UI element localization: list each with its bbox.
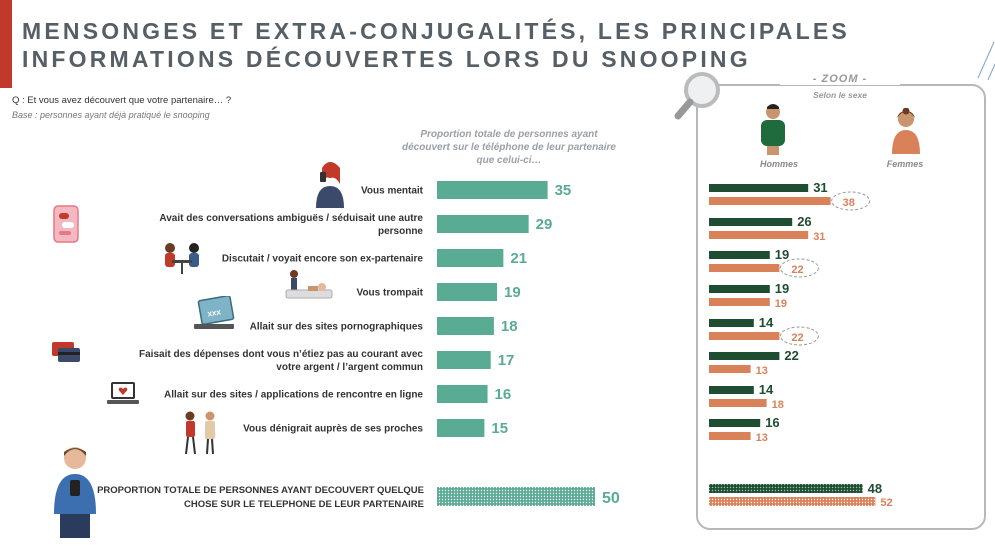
woman-phone-icon xyxy=(316,162,344,208)
men-total-value: 48 xyxy=(868,481,882,496)
total-label: PROPORTION TOTALE DE PERSONNES AYANT DEC… xyxy=(97,485,424,510)
category-label-6: Faisait des dépenses dont vous n’étiez p… xyxy=(139,349,423,373)
laptop-xxx-icon: xxx xyxy=(194,296,235,329)
title-line-2: INFORMATIONS DÉCOUVERTES LORS DU SNOOPIN… xyxy=(22,46,751,72)
highlight-circle-3 xyxy=(779,258,819,278)
men-bar-5 xyxy=(709,319,754,327)
men-value-4: 19 xyxy=(775,281,789,296)
bar-7 xyxy=(437,385,488,403)
women-total-value: 52 xyxy=(880,497,892,509)
phone-chat-icon xyxy=(53,205,79,243)
corner-line-2 xyxy=(987,63,995,81)
corner-line-1 xyxy=(977,41,995,79)
total-bar-value: 50 xyxy=(602,490,620,507)
women-bar-2 xyxy=(709,231,809,239)
bar-4 xyxy=(437,283,498,301)
men-bar-3 xyxy=(709,251,770,259)
gossip-couple-icon xyxy=(185,411,215,455)
women-bar-7 xyxy=(709,399,767,407)
zoom-label: - ZOOM - xyxy=(780,73,900,85)
bar-5 xyxy=(437,317,494,335)
women-bar-5 xyxy=(709,332,780,340)
men-label: Hommes xyxy=(759,159,798,169)
man-phone-icon xyxy=(54,447,96,538)
category-label-4: Vous trompait xyxy=(357,288,424,299)
women-value-5: 22 xyxy=(791,332,803,344)
women-value-4: 19 xyxy=(775,298,787,310)
men-value-1: 31 xyxy=(813,180,827,195)
bar-value-6: 17 xyxy=(498,352,515,369)
women-value-1: 38 xyxy=(843,197,855,209)
bar-1 xyxy=(437,181,548,199)
bar-value-1: 35 xyxy=(555,182,572,199)
category-label-3: Discutait / voyait encore son ex-partena… xyxy=(222,254,424,265)
category-label-7: Allait sur des sites / applications de r… xyxy=(164,390,423,401)
bar-3 xyxy=(437,249,504,267)
bar-value-7: 16 xyxy=(495,386,512,403)
men-bar-2 xyxy=(709,218,793,226)
men-bar-7 xyxy=(709,386,754,394)
men-bar-6 xyxy=(709,352,780,360)
couple-dinner-icon xyxy=(165,243,199,274)
highlight-circle-1 xyxy=(831,191,871,211)
category-label-2: Avait des conversations ambiguës / sédui… xyxy=(159,213,423,237)
men-bar-4 xyxy=(709,285,770,293)
women-bar-1 xyxy=(709,197,831,205)
women-value-3: 22 xyxy=(791,264,803,276)
total-bar xyxy=(437,487,595,506)
category-label-5: Allait sur des sites pornographiques xyxy=(250,322,424,333)
women-total-bar xyxy=(709,497,876,506)
zoom-panel xyxy=(696,84,986,530)
bar-6 xyxy=(437,351,491,369)
bar-2 xyxy=(437,215,529,233)
title-line-1: MENSONGES ET EXTRA-CONJUGALITÉS, LES PRI… xyxy=(22,18,850,44)
bar-8 xyxy=(437,419,485,437)
women-bar-8 xyxy=(709,432,751,440)
bar-value-3: 21 xyxy=(510,250,527,267)
accent-bar xyxy=(0,0,12,88)
man-avatar-icon xyxy=(761,104,785,155)
men-bar-1 xyxy=(709,184,809,192)
women-value-8: 13 xyxy=(756,432,768,444)
bar-value-8: 15 xyxy=(491,420,508,437)
couple-bed-icon xyxy=(285,270,333,299)
men-value-6: 22 xyxy=(784,348,798,363)
category-label-8: Vous dénigrait auprès de ses proches xyxy=(243,424,423,435)
women-bar-3 xyxy=(709,264,780,272)
laptop-heart-icon xyxy=(107,382,139,404)
woman-avatar-icon xyxy=(892,108,920,154)
men-total-bar xyxy=(709,484,863,493)
question-text: Q : Et vous avez découvert que votre par… xyxy=(12,95,232,106)
men-value-2: 26 xyxy=(797,214,811,229)
men-value-7: 14 xyxy=(759,382,774,397)
women-bar-6 xyxy=(709,365,751,373)
women-value-7: 18 xyxy=(772,399,784,411)
category-label-1: Vous mentait xyxy=(361,186,424,197)
magnifier-icon xyxy=(674,72,720,120)
bar-value-5: 18 xyxy=(501,318,518,335)
svg-text:xxx: xxx xyxy=(207,307,222,318)
women-value-6: 13 xyxy=(756,365,768,377)
men-value-8: 16 xyxy=(765,415,779,430)
highlight-circle-5 xyxy=(779,326,819,346)
women-bar-4 xyxy=(709,298,770,306)
women-value-2: 31 xyxy=(813,231,825,243)
credit-cards-icon xyxy=(52,342,80,362)
men-bar-8 xyxy=(709,419,761,427)
base-text: Base : personnes ayant déjà pratiqué le … xyxy=(12,110,210,120)
men-value-3: 19 xyxy=(775,247,789,262)
men-value-5: 14 xyxy=(759,315,774,330)
column-header: Proportion totale de personnes ayant déc… xyxy=(402,129,616,166)
bar-value-4: 19 xyxy=(504,284,521,301)
zoom-sublabel: Selon le sexe xyxy=(813,90,867,100)
women-label: Femmes xyxy=(886,159,924,169)
bar-value-2: 29 xyxy=(536,216,553,233)
